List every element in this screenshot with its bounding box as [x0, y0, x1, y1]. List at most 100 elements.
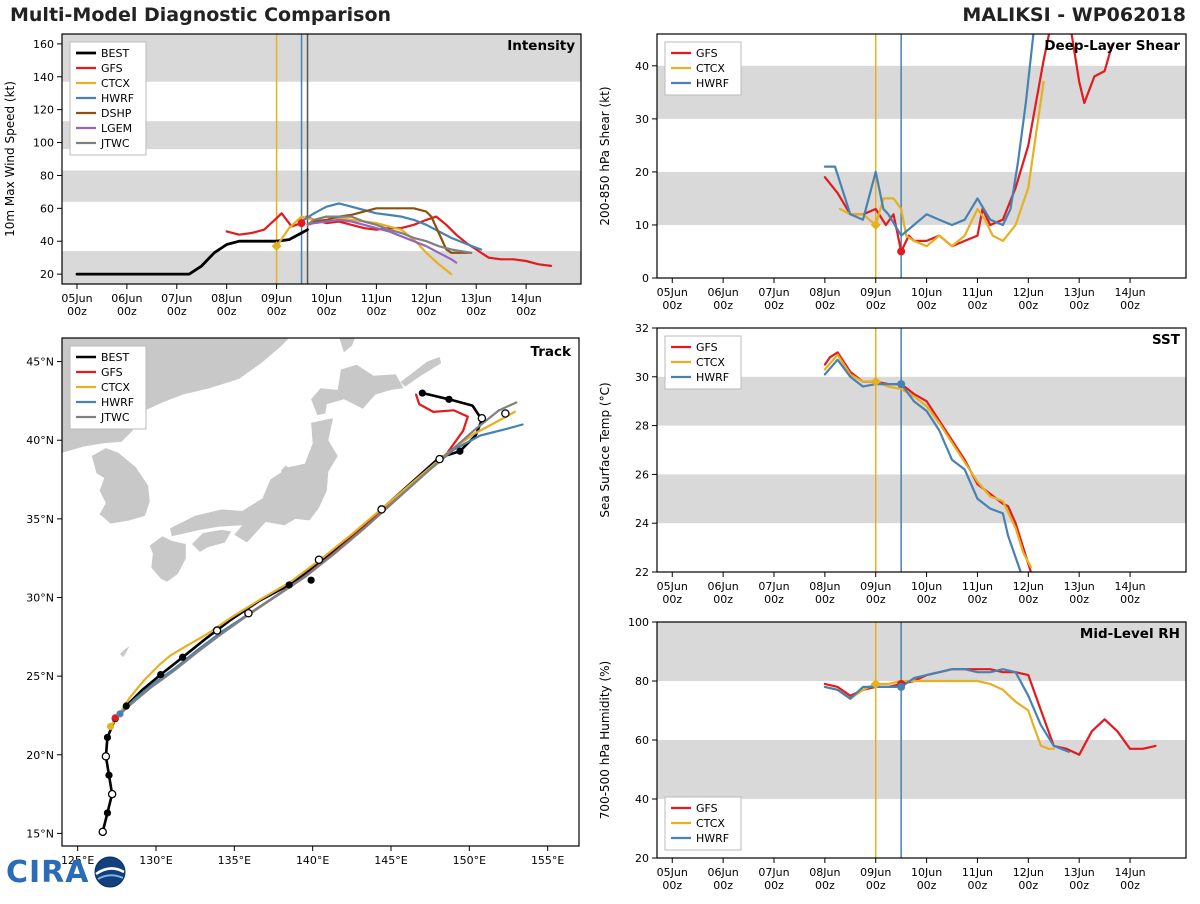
svg-text:Intensity: Intensity: [507, 38, 575, 54]
svg-text:140°E: 140°E: [296, 854, 329, 867]
svg-text:20: 20: [635, 166, 649, 179]
svg-text:00z: 00z: [1069, 299, 1089, 312]
svg-text:Track: Track: [531, 344, 572, 360]
svg-text:45°N: 45°N: [26, 356, 54, 369]
svg-text:00z: 00z: [1120, 299, 1140, 312]
svg-text:00z: 00z: [968, 879, 988, 892]
sst-chart: 22242628303205Jun00z06Jun00z07Jun00z08Ju…: [598, 322, 1187, 606]
svg-text:00z: 00z: [866, 879, 886, 892]
svg-text:00z: 00z: [1018, 299, 1038, 312]
svg-text:Deep-Layer Shear: Deep-Layer Shear: [1044, 38, 1180, 54]
svg-text:10Jun: 10Jun: [911, 866, 942, 879]
svg-text:22: 22: [635, 566, 649, 579]
svg-text:CTCX: CTCX: [696, 62, 725, 75]
svg-text:JTWC: JTWC: [100, 411, 130, 424]
svg-text:GFS: GFS: [101, 366, 123, 379]
svg-text:100: 100: [628, 616, 649, 629]
svg-text:10Jun: 10Jun: [911, 286, 942, 299]
svg-text:JTWC: JTWC: [100, 137, 130, 150]
svg-text:00z: 00z: [713, 593, 733, 606]
svg-text:10Jun: 10Jun: [911, 580, 942, 593]
cira-logo: CIRA: [6, 854, 128, 890]
rh-panel: 20 40 60 80 100 05Jun 00z 06Jun 00z 07Jun 00z 08Jun…: [595, 614, 1200, 904]
svg-text:11Jun: 11Jun: [962, 866, 993, 879]
svg-text:08Jun: 08Jun: [211, 292, 242, 305]
svg-text:00z: 00z: [267, 305, 287, 318]
svg-text:00z: 00z: [917, 879, 937, 892]
svg-text:12Jun: 12Jun: [1013, 286, 1044, 299]
svg-text:15°N: 15°N: [26, 827, 54, 840]
svg-text:12Jun: 12Jun: [411, 292, 442, 305]
svg-text:00z: 00z: [866, 593, 886, 606]
svg-text:HWRF: HWRF: [101, 396, 134, 409]
storm-title: MALIKSI - WP062018: [962, 4, 1186, 26]
svg-text:CTCX: CTCX: [696, 356, 725, 369]
svg-text:00z: 00z: [1120, 879, 1140, 892]
svg-text:24: 24: [635, 517, 649, 530]
svg-text:00z: 00z: [815, 593, 835, 606]
svg-text:80: 80: [40, 169, 54, 182]
svg-text:08Jun: 08Jun: [809, 866, 840, 879]
svg-text:06Jun: 06Jun: [111, 292, 142, 305]
svg-text:HWRF: HWRF: [101, 92, 134, 105]
svg-text:14Jun: 14Jun: [511, 292, 542, 305]
intensity-panel: 20 40 60 80 100 120 140 160 05Jun 00z 06Jun 00z 07Ju…: [0, 26, 595, 330]
svg-text:00z: 00z: [217, 305, 237, 318]
svg-text:32: 32: [635, 322, 649, 335]
svg-text:08Jun: 08Jun: [809, 580, 840, 593]
svg-text:30°N: 30°N: [26, 592, 54, 605]
svg-text:11Jun: 11Jun: [962, 286, 993, 299]
svg-text:00z: 00z: [662, 593, 682, 606]
svg-text:35°N: 35°N: [26, 513, 54, 526]
svg-text:00z: 00z: [516, 305, 536, 318]
svg-text:150°E: 150°E: [453, 854, 486, 867]
svg-text:11Jun: 11Jun: [361, 292, 392, 305]
svg-text:00z: 00z: [67, 305, 87, 318]
svg-text:00z: 00z: [367, 305, 387, 318]
svg-text:00z: 00z: [117, 305, 137, 318]
svg-text:07Jun: 07Jun: [161, 292, 192, 305]
svg-text:CTCX: CTCX: [696, 817, 725, 830]
svg-text:130°E: 130°E: [139, 854, 172, 867]
svg-text:135°E: 135°E: [218, 854, 251, 867]
intensity-chart: 2040608010012014016005Jun00z06Jun00z07Ju…: [3, 33, 582, 318]
svg-text:CTCX: CTCX: [101, 77, 130, 90]
svg-text:06Jun: 06Jun: [708, 866, 739, 879]
svg-text:11Jun: 11Jun: [962, 580, 993, 593]
svg-text:40°N: 40°N: [26, 434, 54, 447]
svg-text:40: 40: [635, 60, 649, 73]
svg-text:00z: 00z: [1120, 593, 1140, 606]
svg-text:00z: 00z: [167, 305, 187, 318]
cira-logo-text: CIRA: [6, 854, 90, 890]
svg-text:00z: 00z: [1069, 879, 1089, 892]
rh-chart: 2040608010005Jun00z06Jun00z07Jun00z08Jun…: [598, 616, 1187, 892]
svg-text:00z: 00z: [764, 593, 784, 606]
svg-text:00z: 00z: [968, 593, 988, 606]
svg-text:05Jun: 05Jun: [657, 866, 688, 879]
svg-text:00z: 00z: [662, 879, 682, 892]
svg-text:00z: 00z: [917, 593, 937, 606]
cira-logo-emblem-icon: [94, 856, 125, 888]
sst-panel: 22 24 26 28 30 32 05Jun 00z 06Jun 00z 07Jun 00z 08Ju…: [595, 320, 1200, 618]
svg-text:00z: 00z: [815, 879, 835, 892]
svg-text:20°N: 20°N: [26, 749, 54, 762]
svg-text:05Jun: 05Jun: [657, 286, 688, 299]
svg-text:30: 30: [635, 371, 649, 384]
svg-text:140: 140: [33, 71, 54, 84]
svg-text:40: 40: [635, 793, 649, 806]
svg-text:05Jun: 05Jun: [61, 292, 92, 305]
svg-text:00z: 00z: [1018, 879, 1038, 892]
svg-text:BEST: BEST: [101, 351, 129, 364]
svg-text:26: 26: [635, 468, 649, 481]
svg-text:30: 30: [635, 113, 649, 126]
svg-text:155°E: 155°E: [531, 854, 564, 867]
svg-text:08Jun: 08Jun: [809, 286, 840, 299]
svg-text:09Jun: 09Jun: [860, 866, 891, 879]
svg-text:CTCX: CTCX: [101, 381, 130, 394]
svg-text:14Jun: 14Jun: [1114, 286, 1145, 299]
svg-text:Sea Surface Temp (°C): Sea Surface Temp (°C): [598, 382, 612, 517]
svg-text:160: 160: [33, 38, 54, 51]
svg-text:GFS: GFS: [696, 47, 718, 60]
svg-text:10m Max Wind Speed (kt): 10m Max Wind Speed (kt): [3, 81, 17, 237]
svg-text:13Jun: 13Jun: [1064, 866, 1095, 879]
